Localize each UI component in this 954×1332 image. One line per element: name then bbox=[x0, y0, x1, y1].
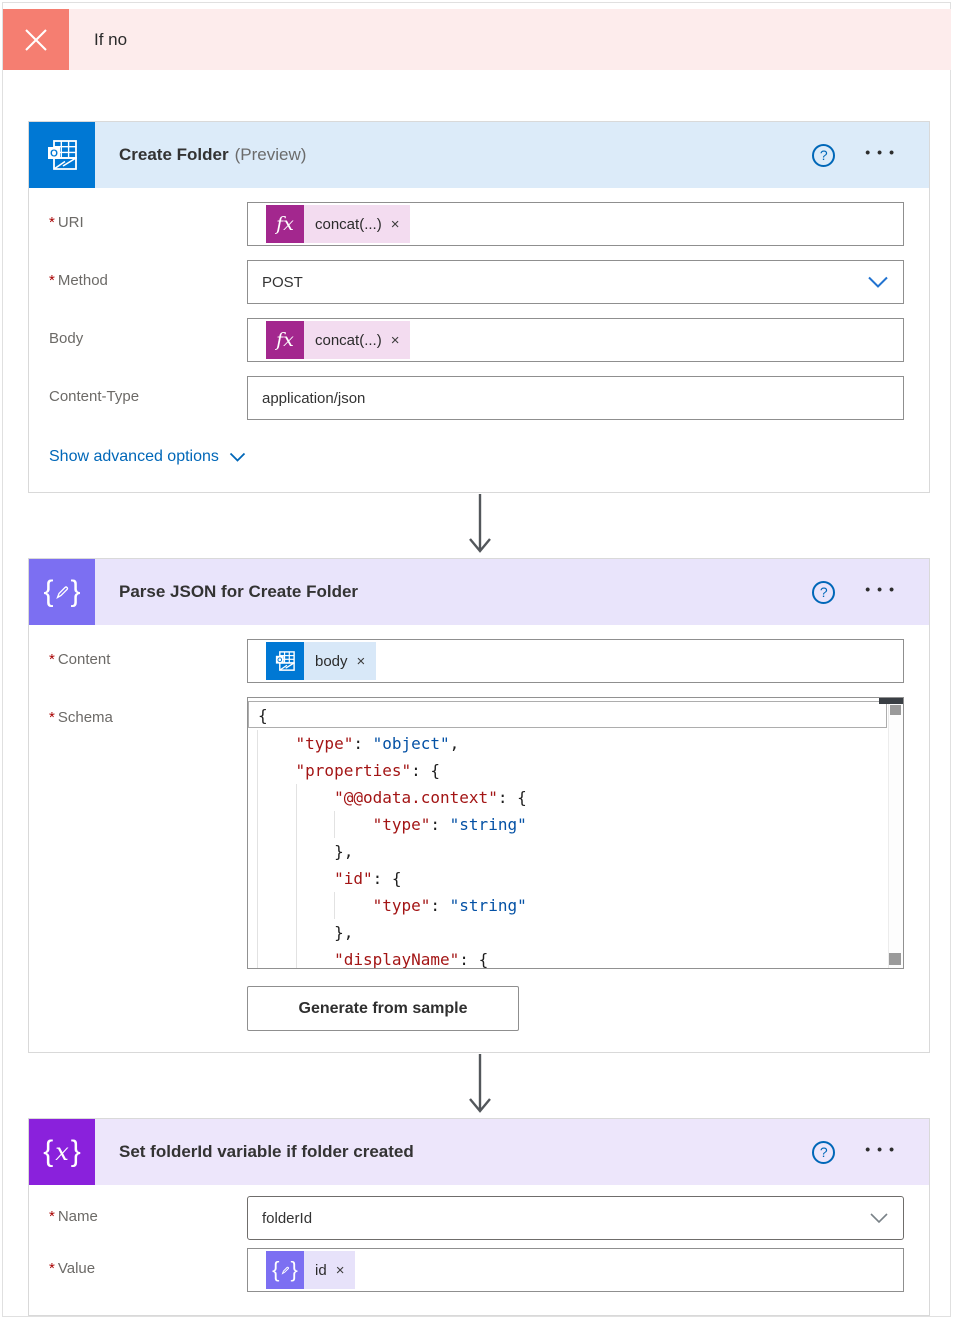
collapse-branch-button[interactable] bbox=[3, 9, 69, 70]
action-card-create-folder: O Create Folder (Preview) ? ••• URI fx co… bbox=[28, 121, 930, 493]
card-header[interactable]: {} Parse JSON for Create Folder ? ••• bbox=[29, 559, 929, 625]
menu-ellipsis-icon[interactable]: ••• bbox=[865, 144, 901, 160]
uri-expression-token[interactable]: fx concat(...) × bbox=[266, 205, 411, 243]
editor-scrollbar[interactable] bbox=[888, 698, 903, 968]
remove-token-icon[interactable]: × bbox=[356, 652, 366, 670]
card-title: Set folderId variable if folder created bbox=[119, 1142, 414, 1162]
fx-expression-icon: fx bbox=[266, 205, 304, 243]
value-id-token[interactable]: {} id × bbox=[266, 1251, 356, 1289]
outlook-icon: O bbox=[266, 642, 304, 680]
card-title-text: Set folderId variable if folder created bbox=[119, 1142, 414, 1161]
method-label: Method bbox=[49, 260, 247, 304]
schema-editor-lines: {"type": "object", "properties": {"@@odat… bbox=[248, 701, 903, 968]
token-label: body bbox=[315, 652, 348, 670]
fx-expression-icon: fx bbox=[266, 321, 304, 359]
parse-json-icon: {} bbox=[266, 1251, 304, 1289]
parse-json-icon: {} bbox=[29, 559, 95, 625]
content-type-value: application/json bbox=[262, 389, 366, 407]
editor-scrollbar-corner bbox=[879, 698, 903, 704]
body-expression-token[interactable]: fx concat(...) × bbox=[266, 321, 411, 359]
card-header[interactable]: O Create Folder (Preview) ? ••• bbox=[29, 122, 929, 188]
token-label: concat(...) bbox=[315, 215, 382, 233]
token-label: concat(...) bbox=[315, 331, 382, 349]
token-label: id bbox=[315, 1261, 327, 1279]
remove-token-icon[interactable]: × bbox=[390, 331, 400, 349]
action-card-set-variable: {x} Set folderId variable if folder crea… bbox=[28, 1118, 930, 1316]
editor-scrollbar-thumb[interactable] bbox=[890, 705, 901, 715]
help-icon[interactable]: ? bbox=[812, 580, 836, 604]
chevron-down-icon[interactable] bbox=[869, 1212, 889, 1224]
menu-ellipsis-icon[interactable]: ••• bbox=[865, 1141, 901, 1157]
card-title-text: Create Folder bbox=[119, 145, 229, 164]
help-icon[interactable]: ? bbox=[812, 143, 836, 167]
card-title-suffix: (Preview) bbox=[234, 145, 307, 164]
method-value: POST bbox=[262, 273, 303, 291]
schema-code-editor[interactable]: {"type": "object", "properties": {"@@odat… bbox=[247, 697, 904, 969]
chevron-down-icon bbox=[229, 452, 246, 462]
svg-text:O: O bbox=[50, 149, 58, 160]
branch-title: If no bbox=[94, 29, 128, 49]
content-body-token[interactable]: O body × bbox=[266, 642, 377, 680]
remove-token-icon[interactable]: × bbox=[335, 1261, 345, 1279]
chevron-down-icon[interactable] bbox=[867, 276, 889, 289]
flow-connector-arrow[interactable] bbox=[466, 1054, 494, 1116]
content-input[interactable]: O body × bbox=[247, 639, 904, 683]
branch-header: If no bbox=[3, 9, 951, 70]
card-header[interactable]: {x} Set folderId variable if folder crea… bbox=[29, 1119, 929, 1185]
generate-from-sample-button[interactable]: Generate from sample bbox=[247, 986, 519, 1031]
content-label: Content bbox=[49, 639, 247, 683]
editor-scrollbar-thumb-bottom[interactable] bbox=[889, 953, 901, 965]
content-type-label: Content-Type bbox=[49, 388, 140, 405]
variable-x-glyph: x bbox=[55, 1138, 69, 1166]
variable-name-dropdown[interactable]: folderId bbox=[247, 1196, 904, 1240]
name-label: Name bbox=[49, 1196, 247, 1240]
value-label: Value bbox=[49, 1248, 247, 1292]
variable-name-value: folderId bbox=[262, 1209, 313, 1227]
card-title: Create Folder (Preview) bbox=[119, 145, 306, 165]
set-variable-icon: {x} bbox=[29, 1119, 95, 1185]
variable-value-input[interactable]: {} id × bbox=[247, 1248, 904, 1292]
card-title-text: Parse JSON for Create Folder bbox=[119, 582, 359, 601]
close-icon bbox=[25, 28, 47, 51]
help-icon[interactable]: ? bbox=[812, 1140, 836, 1164]
advanced-link-label: Show advanced options bbox=[49, 448, 219, 465]
menu-ellipsis-icon[interactable]: ••• bbox=[865, 581, 901, 597]
svg-text:O: O bbox=[277, 657, 282, 664]
outlook-icon: O bbox=[29, 122, 95, 188]
content-type-input[interactable]: application/json bbox=[247, 376, 904, 420]
show-advanced-options-link[interactable]: Show advanced options bbox=[49, 448, 246, 466]
method-dropdown[interactable]: POST bbox=[247, 260, 904, 304]
schema-label: Schema bbox=[49, 697, 247, 969]
body-label: Body bbox=[49, 330, 84, 347]
card-title: Parse JSON for Create Folder bbox=[119, 582, 358, 602]
action-card-parse-json: {} Parse JSON for Create Folder ? ••• Co… bbox=[28, 558, 930, 1053]
uri-label: URI bbox=[49, 202, 247, 246]
flow-connector-arrow[interactable] bbox=[466, 494, 494, 556]
uri-input[interactable]: fx concat(...) × bbox=[247, 202, 904, 246]
remove-token-icon[interactable]: × bbox=[390, 215, 400, 233]
body-input[interactable]: fx concat(...) × bbox=[247, 318, 904, 362]
